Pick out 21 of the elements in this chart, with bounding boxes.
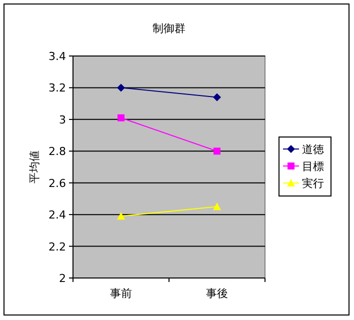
- x-tick-label: 事後: [206, 287, 228, 300]
- y-tick-label: 3.2: [48, 82, 66, 95]
- y-tick-label: 2.6: [48, 176, 66, 190]
- y-tick-label: 2: [59, 272, 66, 285]
- x-tick-label: 事前: [110, 287, 132, 300]
- y-tick-label: 2.2: [48, 240, 66, 254]
- legend-label: 実行: [302, 177, 324, 190]
- point: [213, 93, 221, 102]
- y-tick-label: 3: [59, 113, 66, 126]
- y-tick-label: 2.8: [48, 145, 66, 158]
- point: [213, 202, 221, 210]
- chart-title: 制御群: [152, 22, 186, 35]
- y-tick-label: 2.4: [48, 208, 66, 222]
- y-axis-title: 平均値: [28, 150, 41, 184]
- legend-label: 目標: [302, 160, 324, 173]
- legend-label: 道徳: [302, 143, 324, 156]
- point: [118, 114, 124, 122]
- point: [117, 212, 125, 220]
- point: [214, 148, 220, 155]
- point: [117, 84, 125, 92]
- y-tick-label: 3.4: [48, 50, 66, 63]
